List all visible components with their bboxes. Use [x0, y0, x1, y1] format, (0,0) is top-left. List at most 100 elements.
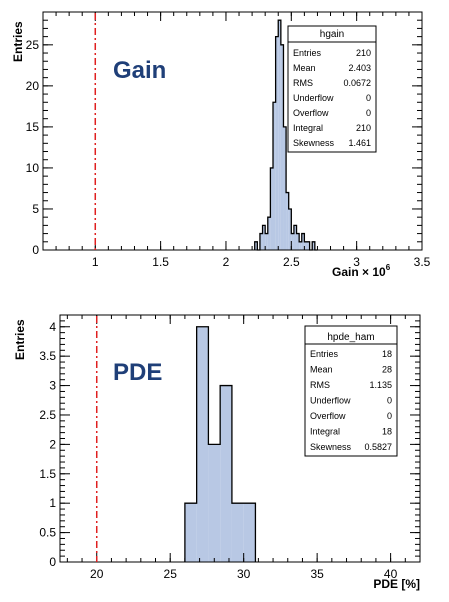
gain-y-tick-label: 15 [26, 120, 40, 134]
pde-histogram-bar [184, 503, 197, 562]
pde-y-tick-label: 2 [49, 437, 56, 451]
gain-histogram-bar [286, 192, 289, 250]
gain-y-tick-label: 5 [32, 202, 39, 216]
pde-stats-name: Mean [310, 365, 333, 375]
pde-stats-frame [304, 325, 398, 457]
gain-stats-value: 0.0672 [343, 78, 371, 88]
gain-stats-value: 0 [366, 108, 371, 118]
gain-histogram-bar [280, 44, 284, 250]
pde-y-tick-label: 1.5 [39, 467, 56, 481]
gain-histogram-bar [288, 208, 292, 250]
gain-stats-value: 210 [356, 123, 371, 133]
pde-x-tick-label: 35 [310, 567, 324, 581]
pde-y-tick-label: 0.5 [39, 526, 56, 540]
gain-histogram-bar [265, 233, 268, 250]
pde-stats-box: hpde_ham Entries 18 Mean 28 RMS 1.135 Underflo… [304, 325, 398, 457]
pde-stats-title: hpde_ham [327, 332, 374, 343]
pde-stats-value: 18 [382, 427, 392, 437]
gain-histogram-bar [254, 241, 258, 250]
pde-x-tick-label: 30 [237, 567, 251, 581]
gain-x-tick-label: 3 [353, 255, 360, 269]
gain-histogram-bar [270, 167, 274, 250]
pde-stats-name: Integral [310, 427, 340, 437]
pde-axis-ticks: 20 25 30 35 40 0 0.5 1 1.5 2 2.5 3 3.5 4 [39, 314, 421, 581]
gain-stats-value: 2.403 [348, 63, 371, 73]
gain-histogram-bar [301, 233, 305, 250]
pde-histogram-bar [208, 444, 221, 562]
gain-histogram-bar [283, 126, 287, 250]
gain-histogram-bars [254, 19, 318, 251]
gain-x-axis-title: Gain × 106 [332, 263, 391, 279]
gain-x-tick-label: 2 [223, 255, 230, 269]
gain-histogram-bar [304, 241, 307, 250]
pde-stats-value: 18 [382, 349, 392, 359]
gain-x-tick-label: 1 [92, 255, 99, 269]
gain-histogram-bar [299, 241, 302, 250]
pde-x-axis-title: PDE [%] [373, 577, 420, 591]
pde-histogram-bar [231, 503, 244, 562]
gain-stats-name: RMS [293, 78, 313, 88]
pde-stats-value: 1.135 [369, 380, 392, 390]
gain-stats-title: hgain [320, 29, 344, 40]
gain-x-tick-label: 2.5 [283, 255, 300, 269]
gain-stats-name: Entries [293, 48, 322, 58]
pde-stats-value: 28 [382, 365, 392, 375]
gain-stats-name: Mean [293, 63, 316, 73]
pde-y-axis-title: Entries [13, 319, 27, 360]
pde-histogram-bar [196, 326, 209, 562]
pde-histogram-bar [220, 385, 232, 562]
pde-histogram-bars [184, 326, 257, 562]
pde-stats-name: Underflow [310, 396, 351, 406]
pde-stats-name: Overflow [310, 411, 346, 421]
gain-histogram-bar [259, 233, 263, 250]
gain-histogram-panel: 1 1.5 2 2.5 3 3.5 0 5 10 15 20 25 Entries Gain × 10… [11, 11, 431, 279]
pde-x-tick-label: 40 [384, 567, 398, 581]
gain-histogram-outline [254, 19, 318, 251]
gain-stats-rows: Entries 210 Mean 2.403 RMS 0.0672 Underflow 0 Ov… [293, 48, 371, 148]
pde-panel-label: PDE [113, 359, 162, 386]
gain-x-tick-label: 3.5 [414, 255, 431, 269]
pde-stats-name: Skewness [310, 442, 352, 452]
gain-y-tick-label: 25 [26, 38, 40, 52]
pde-y-tick-label: 3.5 [39, 349, 56, 363]
pde-y-tick-label: 1 [49, 496, 56, 510]
pde-stats-value: 0 [387, 411, 392, 421]
gain-x-axis-exponent: 6 [386, 263, 391, 272]
pde-y-tick-label: 3 [49, 379, 56, 393]
gain-x-tick-label: 1.5 [152, 255, 169, 269]
pde-histogram-outline [184, 326, 257, 562]
gain-histogram-bar [273, 102, 276, 250]
gain-histogram-bar [306, 241, 310, 250]
gain-stats-frame [287, 25, 377, 153]
gain-histogram-bar [293, 225, 297, 250]
gain-histogram-bar [275, 36, 279, 250]
gain-stats-name: Underflow [293, 93, 334, 103]
gain-x-axis-scale: × 10 [362, 265, 386, 279]
pde-stats-rows: Entries 18 Mean 28 RMS 1.135 Underflow 0 Overflo… [310, 349, 392, 452]
pde-stats-name: RMS [310, 380, 330, 390]
pde-y-tick-label: 4 [49, 320, 56, 334]
gain-histogram-bar [278, 20, 281, 251]
pde-x-tick-label: 25 [164, 567, 178, 581]
gain-stats-box: hgain Entries 210 Mean 2.403 RMS 0.0672 Underf… [287, 25, 377, 153]
gain-stats-value: 210 [356, 48, 371, 58]
pde-x-tick-label: 20 [90, 567, 104, 581]
gain-axis-ticks: 1 1.5 2 2.5 3 3.5 0 5 10 15 20 25 [26, 11, 431, 269]
pde-stats-name: Entries [310, 349, 339, 359]
gain-x-axis-title-text: Gain [332, 265, 359, 279]
gain-y-tick-label: 20 [26, 79, 40, 93]
gain-histogram-bar [291, 233, 294, 250]
gain-stats-value: 1.461 [348, 138, 371, 148]
gain-stats-name: Skewness [293, 138, 335, 148]
gain-histogram-bar [262, 225, 266, 250]
gain-plot-frame [42, 11, 423, 251]
gain-y-tick-label: 10 [26, 161, 40, 175]
pde-histogram-bar [243, 503, 256, 562]
pde-stats-value: 0.5827 [364, 442, 392, 452]
gain-stats-value: 0 [366, 93, 371, 103]
gain-histogram-bar [312, 241, 315, 250]
gain-histogram-bar [267, 217, 271, 250]
gain-panel-label: Gain [113, 57, 166, 84]
pde-histogram-panel: 20 25 30 35 40 0 0.5 1 1.5 2 2.5 3 3.5 4 Entries PDE … [13, 314, 421, 591]
